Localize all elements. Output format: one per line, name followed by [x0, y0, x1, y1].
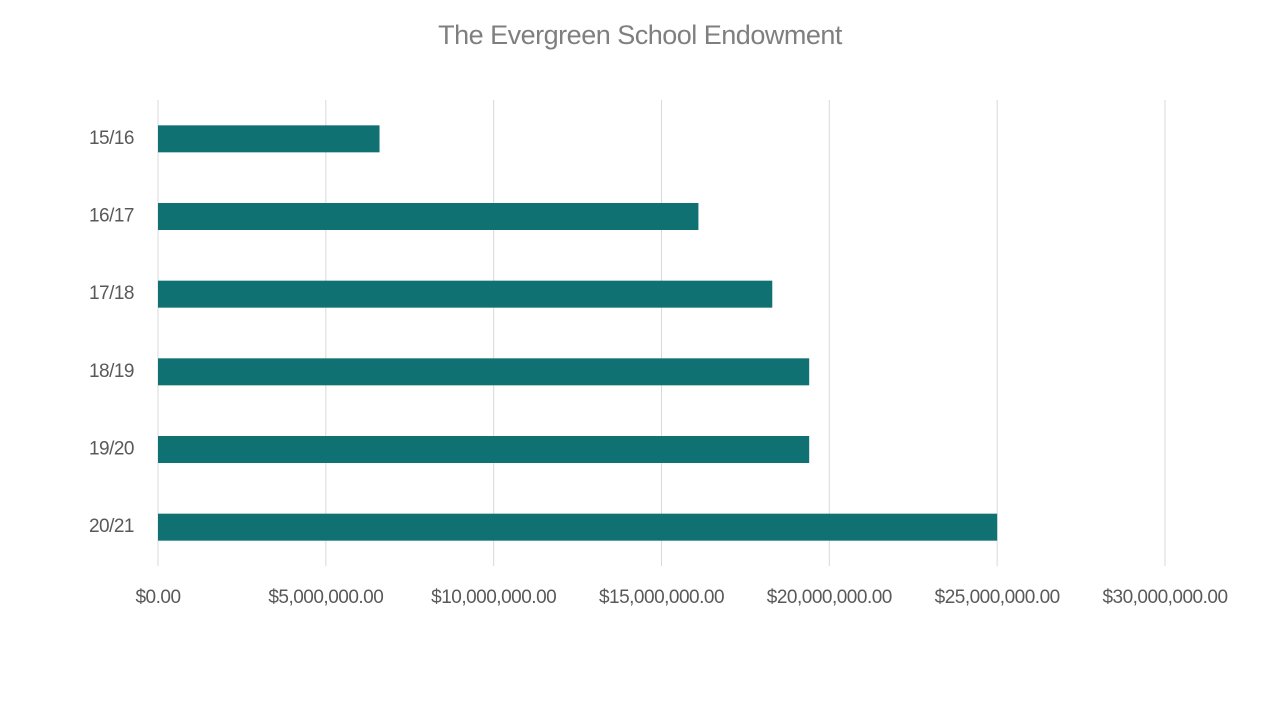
x-tick-label: $20,000,000.00	[767, 587, 892, 608]
x-tick-label: $0.00	[135, 587, 180, 608]
bar	[158, 125, 380, 153]
bar	[158, 203, 699, 230]
x-tick-label: $5,000,000.00	[268, 587, 383, 608]
x-tick-label: $30,000,000.00	[1102, 587, 1227, 608]
y-tick-label: 19/20	[89, 439, 134, 460]
y-tick-label: 15/16	[89, 128, 134, 149]
y-tick-label: 20/21	[89, 516, 134, 537]
bar	[158, 436, 810, 463]
bar	[158, 513, 998, 541]
y-tick-label: 18/19	[89, 361, 134, 382]
bar	[158, 358, 810, 386]
x-tick-label: $10,000,000.00	[431, 587, 556, 608]
chart-title: The Evergreen School Endowment	[438, 20, 843, 50]
bar	[158, 280, 773, 308]
x-tick-label: $25,000,000.00	[935, 587, 1060, 608]
y-tick-label: 16/17	[89, 206, 134, 227]
y-tick-label: 17/18	[89, 283, 134, 304]
x-tick-label: $15,000,000.00	[599, 587, 724, 608]
